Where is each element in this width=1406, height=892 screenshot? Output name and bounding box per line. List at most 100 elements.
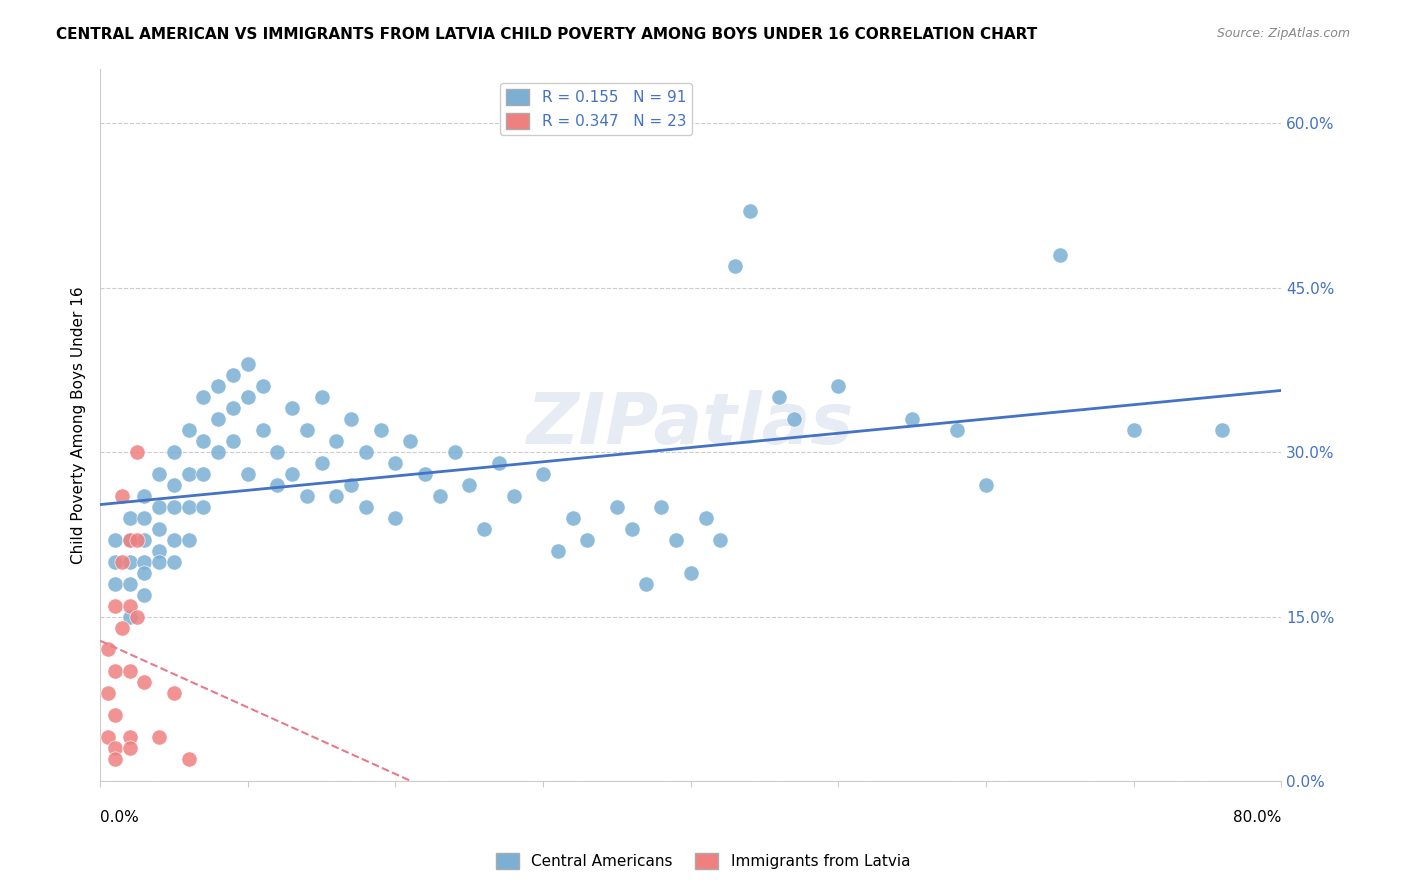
- Point: [134, 588, 156, 602]
- Point: [266, 478, 288, 492]
- Point: [1211, 423, 1233, 437]
- Point: [354, 500, 377, 514]
- Point: [502, 489, 524, 503]
- Point: [340, 478, 363, 492]
- Text: 0.0%: 0.0%: [100, 810, 139, 824]
- Point: [222, 401, 245, 416]
- Point: [163, 686, 186, 700]
- Point: [193, 390, 215, 404]
- Point: [458, 478, 481, 492]
- Point: [236, 467, 259, 481]
- Point: [266, 445, 288, 459]
- Text: 80.0%: 80.0%: [1233, 810, 1281, 824]
- Point: [636, 576, 658, 591]
- Point: [148, 555, 170, 569]
- Point: [177, 467, 200, 481]
- Point: [111, 555, 134, 569]
- Point: [118, 533, 141, 547]
- Point: [177, 500, 200, 514]
- Point: [134, 511, 156, 525]
- Point: [768, 390, 790, 404]
- Point: [606, 500, 628, 514]
- Point: [325, 489, 347, 503]
- Point: [236, 390, 259, 404]
- Point: [111, 621, 134, 635]
- Point: [738, 204, 761, 219]
- Point: [163, 533, 186, 547]
- Point: [148, 500, 170, 514]
- Point: [163, 445, 186, 459]
- Point: [1049, 248, 1071, 262]
- Y-axis label: Child Poverty Among Boys Under 16: Child Poverty Among Boys Under 16: [72, 286, 86, 564]
- Point: [827, 379, 849, 393]
- Point: [125, 445, 148, 459]
- Point: [104, 708, 127, 723]
- Point: [96, 642, 118, 657]
- Point: [118, 599, 141, 613]
- Point: [163, 478, 186, 492]
- Point: [111, 489, 134, 503]
- Point: [531, 467, 554, 481]
- Point: [193, 434, 215, 449]
- Point: [236, 358, 259, 372]
- Point: [1122, 423, 1144, 437]
- Point: [134, 566, 156, 580]
- Point: [281, 467, 304, 481]
- Point: [679, 566, 702, 580]
- Point: [104, 576, 127, 591]
- Text: Source: ZipAtlas.com: Source: ZipAtlas.com: [1216, 27, 1350, 40]
- Point: [193, 500, 215, 514]
- Point: [177, 533, 200, 547]
- Point: [547, 544, 569, 558]
- Point: [650, 500, 672, 514]
- Point: [665, 533, 688, 547]
- Point: [104, 665, 127, 679]
- Point: [134, 555, 156, 569]
- Point: [429, 489, 451, 503]
- Point: [252, 423, 274, 437]
- Point: [96, 686, 118, 700]
- Point: [295, 423, 318, 437]
- Point: [104, 599, 127, 613]
- Point: [695, 511, 717, 525]
- Point: [118, 576, 141, 591]
- Text: CENTRAL AMERICAN VS IMMIGRANTS FROM LATVIA CHILD POVERTY AMONG BOYS UNDER 16 COR: CENTRAL AMERICAN VS IMMIGRANTS FROM LATV…: [56, 27, 1038, 42]
- Point: [134, 489, 156, 503]
- Point: [104, 741, 127, 756]
- Point: [443, 445, 465, 459]
- Point: [177, 752, 200, 766]
- Legend: R = 0.155   N = 91, R = 0.347   N = 23: R = 0.155 N = 91, R = 0.347 N = 23: [501, 83, 692, 135]
- Point: [945, 423, 967, 437]
- Point: [148, 730, 170, 744]
- Point: [724, 259, 747, 273]
- Point: [281, 401, 304, 416]
- Point: [177, 423, 200, 437]
- Text: ZIPatlas: ZIPatlas: [527, 391, 855, 459]
- Point: [370, 423, 392, 437]
- Point: [118, 665, 141, 679]
- Point: [325, 434, 347, 449]
- Point: [222, 434, 245, 449]
- Point: [576, 533, 599, 547]
- Point: [207, 379, 229, 393]
- Point: [125, 609, 148, 624]
- Point: [118, 741, 141, 756]
- Point: [384, 511, 406, 525]
- Point: [207, 445, 229, 459]
- Point: [295, 489, 318, 503]
- Point: [620, 522, 643, 536]
- Point: [148, 544, 170, 558]
- Point: [104, 555, 127, 569]
- Point: [709, 533, 731, 547]
- Point: [207, 412, 229, 426]
- Point: [472, 522, 495, 536]
- Point: [488, 456, 510, 470]
- Point: [118, 730, 141, 744]
- Point: [134, 533, 156, 547]
- Point: [134, 675, 156, 690]
- Point: [163, 500, 186, 514]
- Point: [311, 390, 333, 404]
- Point: [148, 467, 170, 481]
- Point: [148, 522, 170, 536]
- Legend: Central Americans, Immigrants from Latvia: Central Americans, Immigrants from Latvi…: [489, 847, 917, 875]
